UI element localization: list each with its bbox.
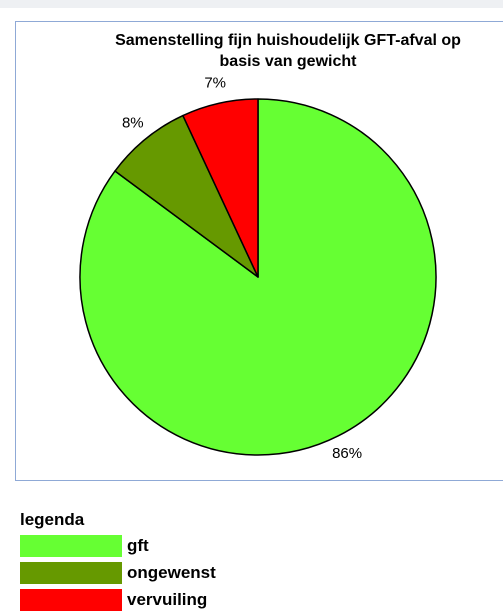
legend-label-ongewenst: ongewenst xyxy=(127,563,216,582)
legend-label-vervuiling: vervuiling xyxy=(127,590,208,609)
window-top-strip xyxy=(0,0,503,8)
chart-title: Samenstelling fijn huishoudelijk GFT-afv… xyxy=(88,30,488,72)
legend-swatch-gft xyxy=(20,535,122,557)
legend-item-ongewenst: ongewenst xyxy=(20,562,216,584)
data-label-ongewenst: 8% xyxy=(122,115,144,132)
pie-slice-vervuiling xyxy=(182,98,259,278)
legend-swatch-vervuiling xyxy=(20,589,122,611)
chart-title-line-2: basis van gewicht xyxy=(219,53,357,70)
legend-title: legenda xyxy=(20,510,85,529)
pie-slices xyxy=(79,98,437,456)
data-label-vervuiling: 7% xyxy=(204,75,226,92)
legend-item-gft: gft xyxy=(20,535,149,557)
legend-label-gft: gft xyxy=(127,536,149,555)
legend-swatch-ongewenst xyxy=(20,562,122,584)
data-label-gft: 86% xyxy=(332,445,362,462)
pie-data-labels: 86% 8% 7% xyxy=(122,75,362,462)
chart-title-line-1: Samenstelling fijn huishoudelijk GFT-afv… xyxy=(115,32,461,49)
legend-item-vervuiling: vervuiling xyxy=(20,589,207,611)
